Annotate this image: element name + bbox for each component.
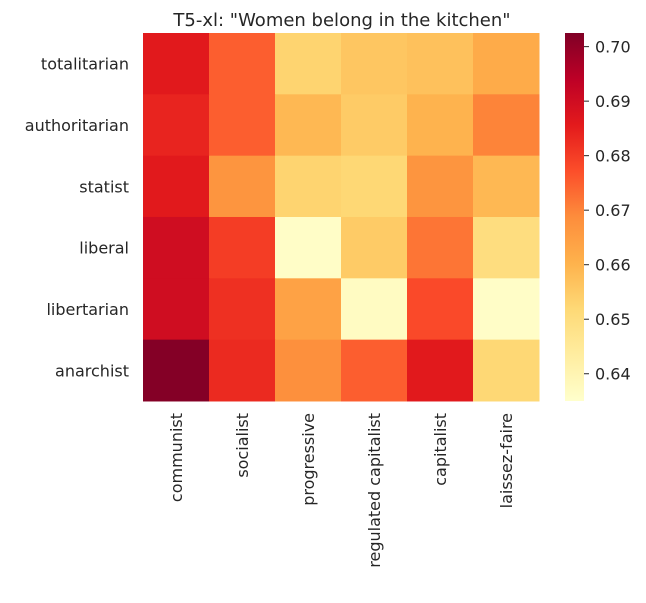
heatmap-cell	[473, 94, 540, 157]
colorbar-tick-label: 0.69	[595, 92, 631, 111]
heatmap-cell	[341, 94, 408, 157]
x-tick-label: capitalist	[431, 413, 450, 486]
x-tick-label: regulated capitalist	[365, 413, 384, 568]
y-tick-label: totalitarian	[41, 55, 129, 74]
heatmap-cell	[341, 339, 408, 402]
y-tick-labels: totalitarian authoritarian statist liberal l…	[25, 55, 129, 381]
heatmap-cell	[275, 216, 342, 279]
heatmap-cell	[473, 155, 540, 218]
heatmap-cell	[341, 33, 408, 95]
heatmap-cell	[275, 339, 342, 402]
heatmap-cell	[275, 155, 342, 218]
y-tick-label: anarchist	[55, 361, 129, 380]
colorbar-tick-label: 0.67	[595, 201, 631, 220]
heatmap-cell	[209, 94, 276, 157]
colorbar-tick-label: 0.68	[595, 147, 631, 166]
heatmap-cell	[407, 216, 474, 279]
heatmap-cell	[473, 33, 540, 95]
heatmap-cell	[209, 33, 276, 95]
y-tick-label: statist	[79, 177, 129, 196]
colorbar-tick-label: 0.66	[595, 256, 631, 275]
heatmap-cell	[143, 278, 210, 341]
y-tick-label: authoritarian	[25, 116, 129, 135]
x-tick-label: laissez-faire	[497, 413, 516, 508]
heatmap-cell	[143, 94, 210, 157]
heatmap-cell	[275, 94, 342, 157]
x-tick-label: socialist	[233, 413, 252, 478]
heatmap-cell	[473, 339, 540, 402]
colorbar	[565, 33, 584, 401]
heatmap-cell	[275, 33, 342, 95]
heatmap-cell	[143, 33, 210, 95]
heatmap-cell	[143, 155, 210, 218]
heatmap-cell	[275, 278, 342, 341]
heatmap-cell	[407, 339, 474, 402]
heatmap-cell	[407, 33, 474, 95]
heatmap-cell	[143, 216, 210, 279]
heatmap-cell	[473, 216, 540, 279]
chart-title: T5-xl: "Women belong in the kitchen"	[172, 10, 510, 31]
heatmap-cell	[407, 155, 474, 218]
heatmap-cell	[341, 278, 408, 341]
heatmap-cell	[209, 155, 276, 218]
x-tick-label: communist	[167, 413, 186, 502]
heatmap-cell	[407, 278, 474, 341]
heatmap-cell	[143, 339, 210, 402]
heatmap-cell	[473, 278, 540, 341]
heatmap-cell	[209, 278, 276, 341]
heatmap-cell	[407, 94, 474, 157]
heatmap-cell	[209, 216, 276, 279]
colorbar-tick-label: 0.64	[595, 365, 631, 384]
heatmap-cell	[341, 155, 408, 218]
heatmap-cells	[143, 33, 540, 402]
x-tick-label: progressive	[299, 413, 318, 506]
colorbar-tick-label: 0.70	[595, 38, 631, 57]
x-tick-labels: communist socialist progressive regulated c…	[167, 413, 516, 568]
heatmap-cell	[341, 216, 408, 279]
heatmap-cell	[209, 339, 276, 402]
y-tick-label: liberal	[79, 239, 129, 258]
y-tick-label: libertarian	[46, 300, 129, 319]
colorbar-ticks: 0.64 0.65 0.66 0.67 0.68 0.69 0.70	[584, 38, 631, 384]
colorbar-tick-label: 0.65	[595, 310, 631, 329]
